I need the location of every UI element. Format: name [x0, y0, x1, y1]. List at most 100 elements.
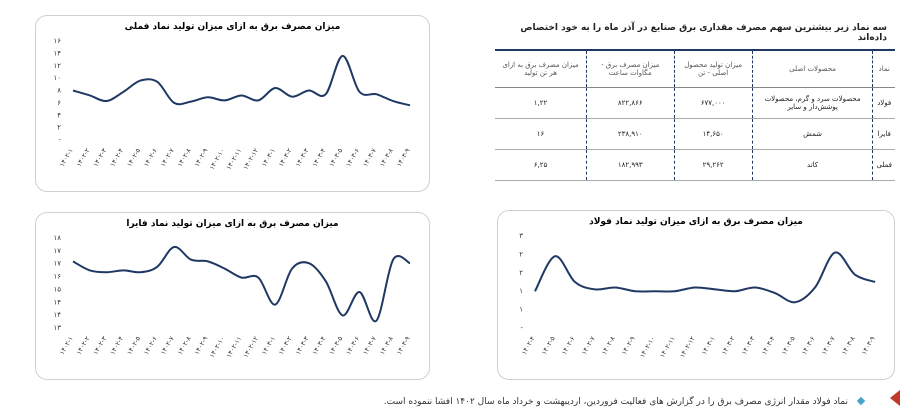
x-tick-label: ۱۴۰۲-۱۰ [638, 335, 657, 359]
x-tick-label: ۱۴۰۲-۳ [92, 147, 109, 169]
table-cell: ۸۲۲,۸۶۶ [586, 87, 674, 119]
x-tick-label: ۱۴۰۳-۶ [344, 147, 361, 168]
y-tick-label: ۱۲ [53, 62, 61, 70]
table-cell: شمش [751, 118, 873, 150]
x-tick-label: ۱۴۰۲-۸ [176, 335, 193, 357]
x-tick-label: ۱۴۰۲-۹ [193, 335, 210, 357]
x-tick-label: ۱۴۰۲-۴ [108, 147, 125, 169]
y-tick-label: - [520, 324, 523, 332]
x-tick-label: ۱۴۰۲-۱۱ [658, 335, 677, 359]
chart: میزان مصرف برق به ازای میزان تولید نماد … [53, 219, 412, 359]
x-tick-label: ۱۴۰۳-۴ [311, 147, 328, 169]
x-tick-label: ۱۴۰۳-۳ [740, 335, 757, 357]
table-cell: ۱۸۲,۹۹۳ [586, 149, 674, 181]
x-tick-label: ۱۴۰۲-۳ [92, 335, 109, 357]
x-tick-label: ۱۴۰۲-۹ [620, 335, 637, 357]
x-tick-label: ۱۴۰۳-۳ [294, 335, 311, 357]
table-cell: محصولات سرد و گرم، محصولات پوشش‌دار و سا… [751, 87, 873, 119]
table-cell: ۶,۲۵ [495, 149, 587, 181]
x-tick-label: ۱۴۰۲-۱ [58, 335, 75, 356]
x-tick-label: ۱۴۰۲-۲ [75, 147, 92, 169]
table-cell: فایرا [872, 118, 895, 150]
chart: میزان مصرف برق به ازای میزان تولید نماد … [519, 217, 877, 360]
y-tick-label: ۶ [57, 99, 61, 107]
table-panel: سه نماد زیر بیشترین سهم مصرف مقداری برق … [495, 15, 895, 181]
x-tick-label: ۱۴۰۳-۹ [395, 335, 412, 357]
x-tick-label: ۱۴۰۲-۴ [108, 335, 125, 357]
table-cell: کاتد [751, 149, 873, 181]
y-tick-label: ۲ [519, 250, 523, 258]
table-row: فولاد محصولات سرد و گرم، محصولات پوشش‌دار… [495, 87, 895, 119]
x-tick-label: ۱۴۰۲-۶ [142, 147, 159, 168]
y-tick-label: ۱ [519, 287, 523, 295]
x-tick-label: ۱۴۰۲-۸ [600, 335, 617, 357]
x-tick-label: ۱۴۰۳-۹ [395, 147, 412, 169]
line [534, 251, 876, 304]
x-tick-label: ۱۴۰۳-۲ [720, 335, 737, 357]
table: نماد محصولات اصلی میزان تولید محصول اصلی… [495, 51, 895, 181]
x-tick-label: ۱۴۰۳-۱ [260, 147, 277, 168]
x-tick-label: ۱۴۰۲-۷ [580, 335, 597, 357]
x-tick-label: ۱۴۰۲-۶ [142, 335, 159, 356]
header-cell: میزان مصرف برق به ازای هر تن تولید [495, 51, 587, 88]
chart-frame [497, 210, 895, 380]
header-cell: نماد [872, 51, 895, 88]
y-tick-label: ۲ [519, 269, 523, 277]
x-tick-label: ۱۴۰۲-۹ [193, 147, 210, 169]
header-cell: محصولات اصلی [751, 51, 873, 88]
chart-frame [35, 212, 430, 380]
table-cell: فولاد [872, 87, 895, 119]
x-tick-label: ۱۴۰۳-۸ [378, 147, 395, 169]
x-tick-label: ۱۴۰۳-۵ [780, 335, 797, 357]
y-tick-label: ۱۷ [53, 260, 61, 268]
table-body: فولاد محصولات سرد و گرم، محصولات پوشش‌دار… [495, 87, 895, 181]
x-tick-label: ۱۴۰۲-۴ [520, 335, 537, 357]
x-tick-label: ۱۴۰۳-۹ [860, 335, 877, 357]
y-tick-label: ۱۵ [53, 285, 61, 293]
x-tick-label: ۱۴۰۳-۷ [361, 147, 378, 169]
y-tick-label: ۳ [519, 232, 523, 240]
bullet [856, 396, 866, 406]
y-tick-label: - [58, 136, 61, 144]
x-tick-label: ۱۴۰۲-۱۲ [242, 147, 261, 172]
x-tick-label: ۱۴۰۲-۷ [159, 147, 176, 169]
x-tick-label: ۱۴۰۳-۵ [327, 335, 344, 357]
x-tick-label: ۱۴۰۳-۷ [361, 335, 378, 357]
y-tick-label: ۴ [57, 111, 61, 119]
y-tick-label: ۱۶ [53, 37, 61, 45]
chart-frame [35, 15, 430, 192]
table-row: فملی کاتد ۲۹,۲۶۲ ۱۸۲,۹۹۳ ۶,۲۵ [495, 149, 895, 181]
y-tick-label: ۱۰ [53, 74, 61, 82]
line [72, 54, 411, 107]
y-tick-label: ۱۶ [53, 273, 61, 281]
y-tick-label: ۱۴ [53, 298, 61, 306]
y-tick-label: ۱۴ [53, 49, 61, 57]
table-title: سه نماد زیر بیشترین سهم مصرف مقداری برق … [495, 15, 895, 51]
chart: میزان مصرف برق به ازای میزان تولید نماد … [53, 22, 412, 172]
footnote: نماد فولاد مقدار انرژی مصرف برق را در گز… [383, 397, 848, 407]
table-cell: ۱,۲۲ [495, 87, 587, 119]
x-tick-label: ۱۴۰۳-۲ [277, 147, 294, 169]
table-cell: ۲۳۸,۹۱۰ [586, 118, 674, 150]
x-tick-label: ۱۴۰۳-۲ [277, 335, 294, 357]
x-tick-label: ۱۴۰۳-۷ [820, 335, 837, 357]
x-tick-label: ۱۴۰۳-۶ [344, 335, 361, 356]
x-tick-label: ۱۴۰۳-۸ [840, 335, 857, 357]
header-cell: میزان مصرف برق - مگاوات ساعت [586, 51, 674, 88]
x-tick-label: ۱۴۰۳-۵ [327, 147, 344, 169]
x-tick-label: ۱۴۰۳-۱ [260, 335, 277, 356]
y-tick-label: ۸ [57, 87, 61, 95]
table-cell: ۱۴,۶۵۰ [673, 118, 753, 150]
chart-title: میزان مصرف برق به ازای میزان تولید نماد … [589, 217, 803, 227]
y-tick-label: ۱ [519, 306, 523, 314]
table-row: فایرا شمش ۱۴,۶۵۰ ۲۳۸,۹۱۰ ۱۶ [495, 118, 895, 150]
x-tick-label: ۱۴۰۲-۷ [159, 335, 176, 357]
x-tick-label: ۱۴۰۳-۸ [378, 335, 395, 357]
x-tick-label: ۱۴۰۳-۴ [760, 335, 777, 357]
x-tick-label: ۱۴۰۲-۵ [540, 335, 557, 357]
x-tick-label: ۱۴۰۳-۴ [311, 335, 328, 357]
x-tick-label: ۱۴۰۲-۱۲ [678, 335, 697, 360]
line [72, 245, 411, 323]
y-tick-label: ۱۳ [53, 324, 61, 332]
